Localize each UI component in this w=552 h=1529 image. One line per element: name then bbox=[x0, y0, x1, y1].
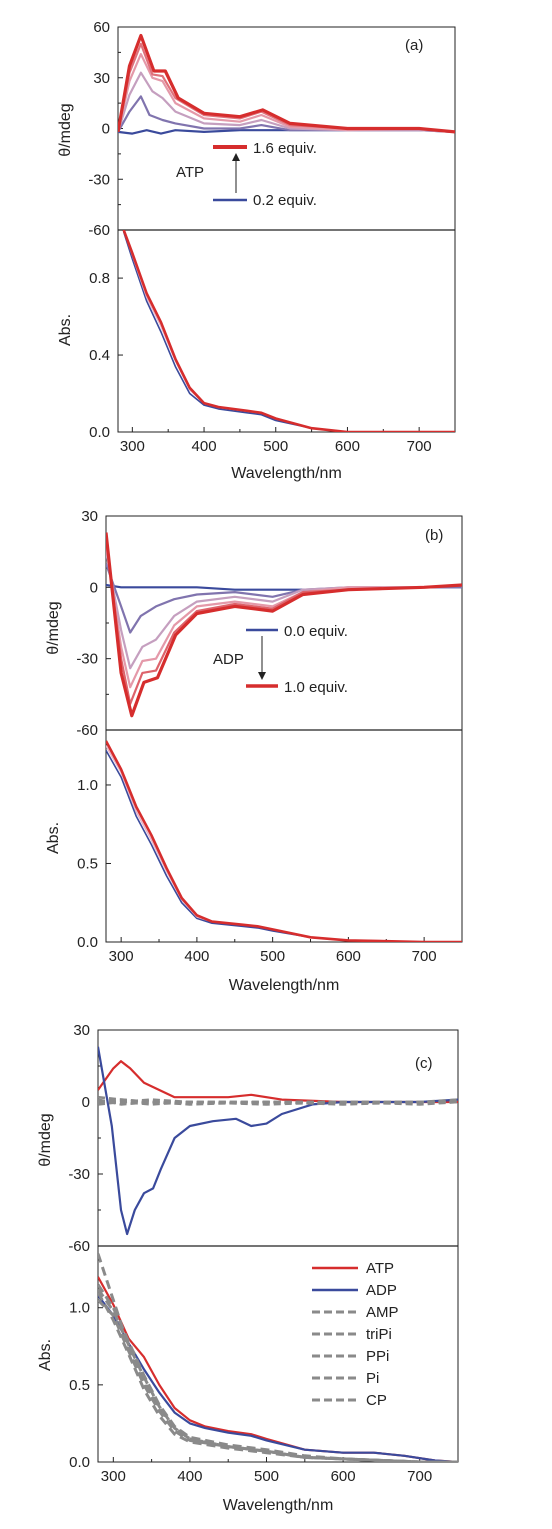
cd-series-line bbox=[118, 33, 455, 134]
x-tick-label: 700 bbox=[407, 438, 432, 455]
abs-series-line-amp bbox=[98, 1253, 458, 1462]
titration-legend: 1.6 equiv. 0.2 equiv. ATP bbox=[176, 140, 317, 209]
panel-label: (b) bbox=[425, 527, 443, 544]
cd-series-line-adp bbox=[98, 1046, 458, 1236]
panel-label: (a) bbox=[405, 37, 423, 54]
x-tick-label: 600 bbox=[331, 1468, 356, 1485]
legend-label-ppi: PPi bbox=[366, 1348, 389, 1365]
abs-series-group bbox=[122, 230, 455, 432]
legend-label-pi: Pi bbox=[366, 1370, 379, 1387]
x-tick-label: 500 bbox=[263, 438, 288, 455]
cd-series-group bbox=[118, 33, 455, 135]
legend-end-label: 1.6 equiv. bbox=[253, 140, 317, 157]
cd-series-line bbox=[106, 532, 462, 718]
abs-series-line-atp bbox=[98, 1276, 458, 1462]
cd-series-line-cp bbox=[98, 1098, 458, 1104]
legend-reagent: ATP bbox=[176, 164, 204, 181]
cd-y-axis-label: θ/mdeg bbox=[37, 1113, 54, 1166]
x-tick-label: 400 bbox=[177, 1468, 202, 1485]
x-tick-label: 300 bbox=[109, 948, 134, 965]
abs-series-line-ppi bbox=[98, 1288, 458, 1462]
legend-arrowhead bbox=[258, 672, 266, 680]
cd-y-tick-label: -30 bbox=[88, 171, 110, 188]
abs-y-tick-label: 1.0 bbox=[69, 1300, 90, 1317]
abs-series-line bbox=[122, 230, 455, 432]
legend-end-label: 1.0 equiv. bbox=[284, 679, 348, 696]
panel-label: (c) bbox=[415, 1055, 433, 1072]
cd-y-axis-label: θ/mdeg bbox=[45, 601, 62, 654]
cd-series-line bbox=[118, 53, 455, 133]
x-tick-label: 700 bbox=[407, 1468, 432, 1485]
x-tick-label: 300 bbox=[101, 1468, 126, 1485]
cd-y-tick-label: 0 bbox=[102, 121, 110, 138]
abs-y-tick-label: 0.5 bbox=[69, 1377, 90, 1394]
abs-y-axis-label: Abs. bbox=[45, 822, 62, 854]
abs-series-line bbox=[122, 230, 455, 432]
cd-series-line bbox=[106, 544, 462, 689]
abs-y-axis-label: Abs. bbox=[57, 314, 74, 346]
x-axis-label: Wavelength/nm bbox=[223, 1497, 334, 1514]
abs-series-group bbox=[106, 740, 462, 942]
cd-y-tick-label: -30 bbox=[68, 1166, 90, 1183]
abs-y-tick-label: 0.0 bbox=[89, 424, 110, 441]
x-tick-label: 600 bbox=[336, 948, 361, 965]
abs-y-tick-label: 0.5 bbox=[77, 855, 98, 872]
titration-legend: 0.0 equiv. 1.0 equiv. ADP bbox=[213, 623, 348, 696]
abs-series-group bbox=[98, 1253, 458, 1462]
abs-series-line-cp bbox=[98, 1283, 458, 1462]
cd-y-tick-label: -60 bbox=[68, 1238, 90, 1255]
abs-series-line bbox=[106, 750, 462, 942]
cd-y-tick-label: 0 bbox=[82, 1094, 90, 1111]
cd-series-line bbox=[118, 42, 455, 133]
abs-series-line-pi bbox=[98, 1291, 458, 1462]
legend-label-cp: CP bbox=[366, 1392, 387, 1409]
plot-frame bbox=[105, 515, 463, 943]
cd-series-group bbox=[106, 532, 462, 718]
cd-y-tick-label: 0 bbox=[90, 579, 98, 596]
x-axis-label: Wavelength/nm bbox=[229, 977, 340, 994]
abs-y-tick-label: 0.8 bbox=[89, 270, 110, 287]
x-tick-label: 500 bbox=[260, 948, 285, 965]
abs-y-tick-label: 0.4 bbox=[89, 347, 110, 364]
abs-series-line bbox=[106, 740, 462, 942]
x-tick-label: 500 bbox=[254, 1468, 279, 1485]
legend-start-label: 0.2 equiv. bbox=[253, 192, 317, 209]
cd-y-tick-label: 30 bbox=[73, 1022, 90, 1039]
x-tick-label: 700 bbox=[412, 948, 437, 965]
x-tick-label: 300 bbox=[120, 438, 145, 455]
legend-arrowhead bbox=[232, 153, 240, 161]
cd-series-group bbox=[98, 1046, 458, 1236]
abs-y-tick-label: 1.0 bbox=[77, 777, 98, 794]
cd-y-tick-label: 30 bbox=[93, 70, 110, 87]
abs-series-line bbox=[106, 745, 462, 942]
legend-label-amp: AMP bbox=[366, 1304, 399, 1321]
cd-y-tick-label: 30 bbox=[81, 508, 98, 525]
legend-start-label: 0.0 equiv. bbox=[284, 623, 348, 640]
abs-series-line bbox=[122, 231, 455, 432]
cd-y-tick-label: -30 bbox=[76, 651, 98, 668]
abs-series-line-adp bbox=[98, 1294, 458, 1462]
legend-label-atp: ATP bbox=[366, 1260, 394, 1277]
x-tick-label: 600 bbox=[335, 438, 360, 455]
cd-y-tick-label: -60 bbox=[88, 222, 110, 239]
x-tick-label: 400 bbox=[184, 948, 209, 965]
abs-y-axis-label: Abs. bbox=[37, 1339, 54, 1371]
cd-y-tick-label: 60 bbox=[93, 19, 110, 36]
cd-y-axis-label: θ/mdeg bbox=[57, 103, 74, 156]
legend-reagent: ADP bbox=[213, 651, 244, 668]
x-tick-label: 400 bbox=[192, 438, 217, 455]
x-axis-label: Wavelength/nm bbox=[231, 465, 342, 482]
legend-label-tripi: triPi bbox=[366, 1326, 392, 1343]
legend-label-adp: ADP bbox=[366, 1282, 397, 1299]
abs-y-tick-label: 0.0 bbox=[69, 1454, 90, 1471]
cd-series-line-atp bbox=[98, 1060, 458, 1104]
cd-y-tick-label: -60 bbox=[76, 722, 98, 739]
series-legend: ATP ADP AMP triPi PPi Pi CP bbox=[312, 1260, 399, 1409]
abs-y-tick-label: 0.0 bbox=[77, 934, 98, 951]
abs-series-line-tripi bbox=[98, 1298, 458, 1462]
